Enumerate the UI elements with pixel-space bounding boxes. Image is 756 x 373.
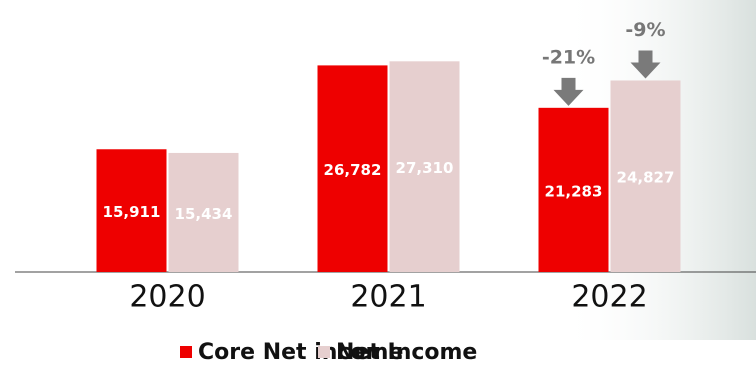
legend-swatch [180,346,192,358]
arrow [630,50,661,79]
x-tick-label: 2021 [350,280,426,315]
value-label: 15,911 [103,203,161,221]
x-tick-label: 2022 [571,280,647,315]
annotation: -9% [625,19,665,41]
legend-label: Core Net income [198,340,403,365]
legend-swatch [318,346,330,358]
x-tick-label: 2020 [129,280,205,315]
annotation: -21% [542,46,595,68]
bar [317,65,388,273]
value-label: 15,434 [175,205,233,223]
legend-label: Net Income [336,340,477,365]
bar [96,149,167,272]
value-label: 24,827 [617,169,675,187]
bar [168,152,239,272]
value-label: 21,283 [545,182,603,200]
value-label: 26,782 [324,161,382,179]
bar [610,80,681,272]
bar [389,61,460,272]
arrow [553,77,584,106]
value-label: 27,310 [396,159,454,177]
bar [538,107,609,272]
